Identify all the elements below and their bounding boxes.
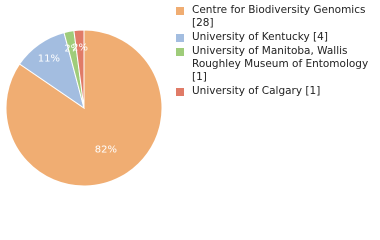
legend-label: University of Calgary [1] [192,85,321,97]
legend-swatch [176,88,184,96]
legend-swatch [176,34,184,42]
legend-label: University of Manitoba, Wallis Roughley … [192,45,369,83]
slice-label: 2% [72,42,88,53]
legend-label: Centre for Biodiversity Genomics [28] [192,4,366,29]
legend-entry: University of Manitoba, Wallis Roughley … [176,45,376,84]
legend: Centre for Biodiversity Genomics [28] Uni… [176,4,376,99]
slice-label: 82% [95,144,117,155]
slice-label: 2% [64,43,80,54]
legend-entry: University of Calgary [1] [176,85,376,98]
pie-slice [73,29,85,109]
legend-swatch [176,48,184,56]
slice-label: 11% [38,53,60,64]
legend-label: University of Kentucky [4] [192,31,328,43]
chart: 82% 11% 2%2% [5,29,163,187]
legend-swatch [176,7,184,15]
legend-entry: Centre for Biodiversity Genomics [28] [176,4,376,30]
legend-entry: University of Kentucky [4] [176,31,376,44]
